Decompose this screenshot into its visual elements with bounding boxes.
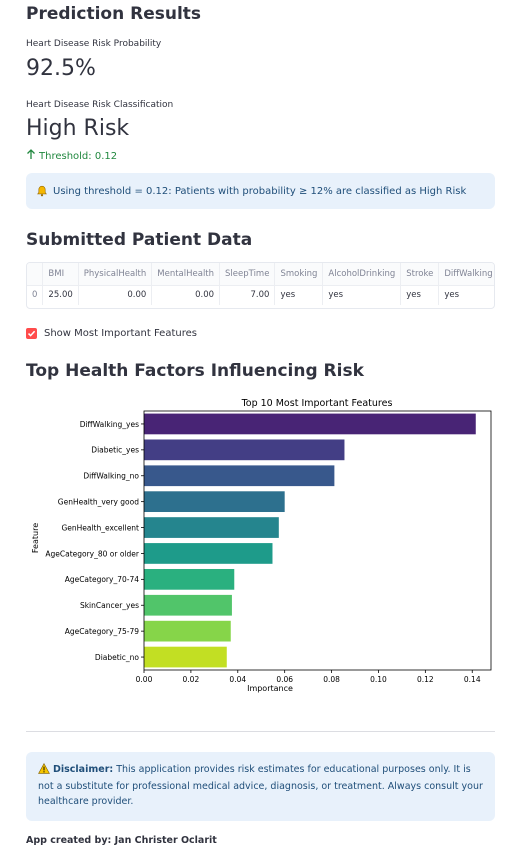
threshold-info-box: Using threshold = 0.12: Patients with pr…	[26, 173, 495, 209]
ytick-label-diffwalking-yes: DiffWalking_yes	[80, 420, 139, 429]
patient-data-table[interactable]: BMI PhysicalHealth MentalHealth SleepTim…	[26, 262, 495, 309]
xtick-label: 0.14	[464, 675, 481, 684]
cell-alcoholdrinking[interactable]: yes	[322, 285, 402, 305]
bar-diabetic-yes	[144, 439, 345, 461]
prediction-results-title: Prediction Results	[26, 4, 202, 24]
app-credit: App created by: Jan Christer Oclarit	[26, 835, 217, 846]
xtick-label: 0.04	[229, 675, 246, 684]
disclaimer-text: This application provides risk estimates…	[38, 764, 483, 807]
cell-index[interactable]: 0	[27, 285, 44, 305]
bar-diffwalking-yes	[144, 413, 476, 435]
bar-agecategory-80-or-older	[144, 543, 273, 564]
ytick-label-agecategory-75-79: AgeCategory_75-79	[65, 627, 140, 636]
cell-bmi[interactable]: 25.00	[42, 285, 79, 305]
chart-ylabel: Feature	[31, 523, 40, 553]
cell-physicalhealth[interactable]: 0.00	[78, 285, 153, 305]
column-header-mentalhealth[interactable]: MentalHealth	[151, 263, 221, 286]
ytick-label-diffwalking-no: DiffWalking_no	[83, 472, 139, 481]
cell-diffwalking[interactable]: yes	[444, 290, 460, 301]
threshold-delta-text: Threshold: 0.12	[39, 150, 118, 162]
chart-xlabel: Importance	[247, 684, 293, 693]
bar-genhealth-very-good	[144, 491, 285, 513]
cell-sleeptime[interactable]: 7.00	[219, 285, 276, 305]
bar-agecategory-70-74	[144, 568, 235, 590]
column-header-physicalhealth[interactable]: PhysicalHealth	[78, 263, 153, 286]
xtick-label: 0.08	[323, 675, 340, 684]
cell-smoking[interactable]: yes	[274, 285, 324, 305]
risk-classification-label: Heart Disease Risk Classification	[26, 100, 174, 110]
risk-classification-value: High Risk	[26, 116, 130, 141]
column-header-stroke[interactable]: Stroke	[400, 263, 440, 286]
bar-diabetic-no	[144, 646, 227, 668]
column-header-index[interactable]	[27, 263, 44, 286]
chart-title: Top 10 Most Important Features	[241, 398, 393, 409]
column-header-smoking[interactable]: Smoking	[274, 263, 324, 286]
column-header-bmi[interactable]: BMI	[42, 263, 79, 286]
threshold-delta: Threshold: 0.12	[26, 149, 117, 163]
threshold-info-text: Using threshold = 0.12: Patients with pr…	[53, 185, 467, 197]
column-header-sleeptime[interactable]: SleepTime	[219, 263, 276, 286]
disclaimer-label: Disclaimer:	[53, 764, 114, 775]
risk-probability-value: 92.5%	[26, 56, 96, 81]
cell-mentalhealth[interactable]: 0.00	[151, 285, 221, 305]
ytick-label-diabetic-yes: Diabetic_yes	[91, 446, 139, 455]
section-divider	[26, 731, 495, 732]
ytick-label-skincancer-yes: SkinCancer_yes	[80, 601, 139, 610]
bar-agecategory-75-79	[144, 620, 231, 642]
submitted-data-title: Submitted Patient Data	[26, 230, 253, 250]
health-factors-title: Top Health Factors Influencing Risk	[26, 361, 364, 381]
arrow-up-icon	[26, 149, 36, 163]
feature-importance-chart: Top 10 Most Important Features Importanc…	[26, 392, 496, 697]
table-header-row: BMI PhysicalHealth MentalHealth SleepTim…	[27, 263, 494, 286]
ytick-label-genhealth-excellent: GenHealth_excellent	[61, 523, 139, 532]
table-row: 0 25.00 0.00 0.00 7.00 yes yes yes yes	[27, 285, 494, 305]
xtick-label: 0.10	[370, 675, 387, 684]
checkbox-checked-icon[interactable]	[26, 328, 37, 339]
bar-skincancer-yes	[144, 594, 232, 616]
xtick-label: 0.02	[183, 675, 200, 684]
bell-icon	[36, 185, 48, 197]
risk-probability-label: Heart Disease Risk Probability	[26, 39, 162, 49]
ytick-label-diabetic-no: Diabetic_no	[95, 653, 139, 662]
xtick-label: 0.00	[136, 675, 153, 684]
xtick-label: 0.12	[417, 675, 434, 684]
cell-stroke[interactable]: yes	[400, 285, 440, 305]
bar-diffwalking-no	[144, 465, 335, 487]
column-header-alcoholdrinking[interactable]: AlcoholDrinking	[322, 263, 402, 286]
bar-genhealth-excellent	[144, 517, 279, 538]
chart-plot-frame	[143, 410, 492, 671]
feature-importance-svg: Top 10 Most Important Features Importanc…	[31, 398, 492, 693]
ytick-label-agecategory-70-74: AgeCategory_70-74	[65, 575, 140, 584]
show-features-checkbox[interactable]: Show Most Important Features	[26, 328, 197, 339]
show-features-label: Show Most Important Features	[44, 328, 197, 339]
xtick-label: 0.06	[276, 675, 293, 684]
disclaimer-box: Disclaimer: This application provides ri…	[26, 752, 495, 821]
ytick-label-genhealth-very-good: GenHealth_very good	[58, 497, 139, 506]
ytick-label-agecategory-80-or-older: AgeCategory_80 or older	[45, 549, 140, 558]
warning-icon	[38, 762, 50, 779]
column-header-diffwalking[interactable]: DiffWalking	[438, 263, 494, 286]
